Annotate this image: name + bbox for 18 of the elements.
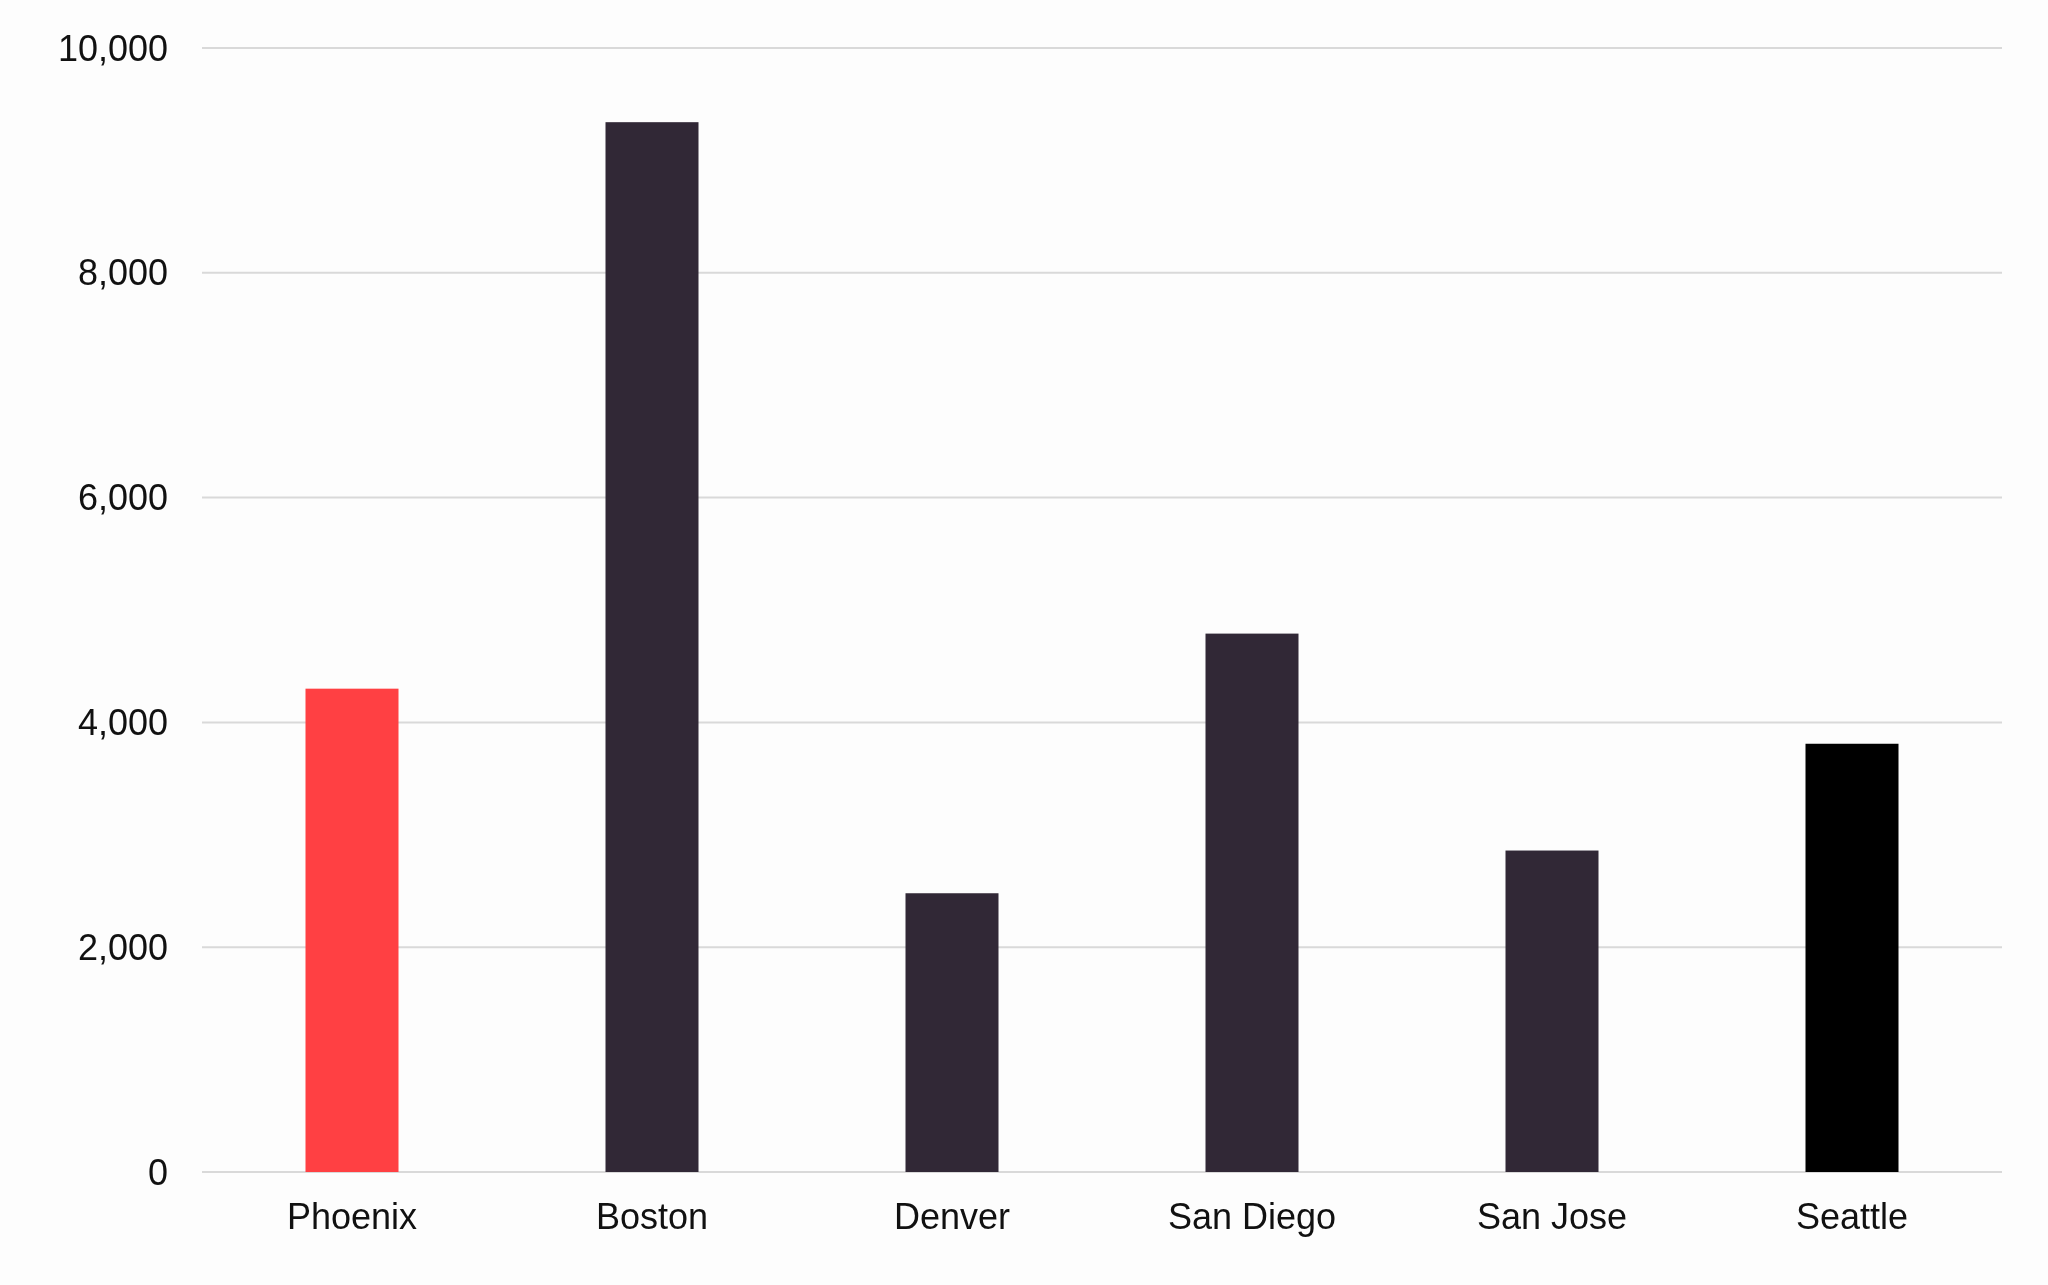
bar — [605, 122, 699, 1172]
y-tick-label: 10,000 — [57, 27, 168, 69]
bar — [1805, 743, 1899, 1172]
y-tick-label: 4,000 — [77, 702, 168, 743]
x-tick-label: Boston — [595, 1196, 709, 1237]
x-tick-label: San Diego — [1167, 1196, 1337, 1237]
bar — [905, 893, 999, 1172]
y-tick-label: 6,000 — [77, 477, 168, 519]
y-tick-label: 2,000 — [77, 926, 168, 968]
bar — [1505, 850, 1599, 1172]
x-tick-label: San Jose — [1476, 1196, 1628, 1237]
x-tick-label: Seattle — [1795, 1196, 1909, 1237]
bar — [305, 688, 399, 1172]
x-tick-label: Phoenix — [286, 1196, 418, 1237]
y-tick-label: 0 — [147, 1151, 168, 1193]
x-tick-label: Denver — [893, 1196, 1011, 1237]
bar — [1205, 633, 1299, 1172]
y-tick-label: 8,000 — [77, 252, 168, 294]
